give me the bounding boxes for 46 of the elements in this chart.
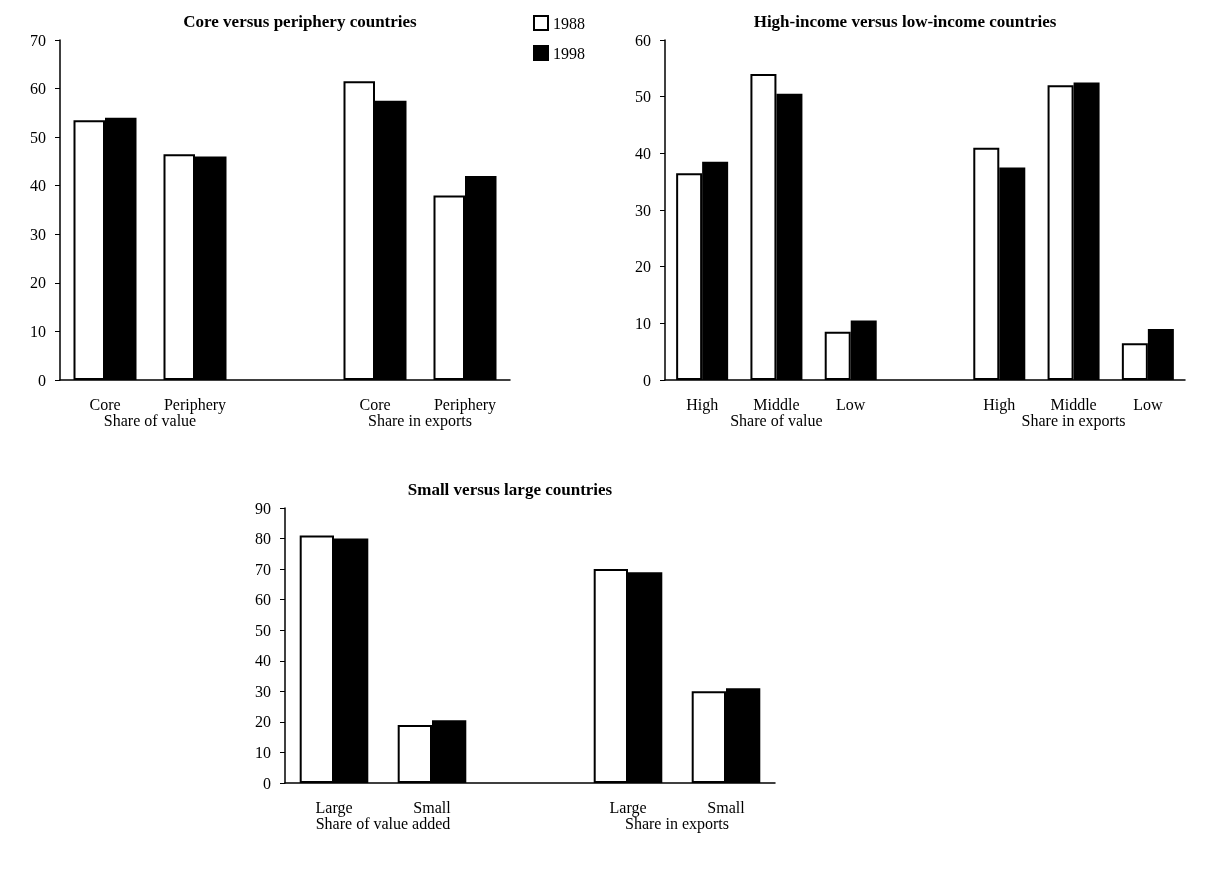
x-tick-label: Large <box>609 798 647 817</box>
y-tick-label: 60 <box>635 31 651 49</box>
y-tick-label: 0 <box>643 371 651 389</box>
x-tick-label: Periphery <box>433 395 497 414</box>
x-tick-label: Low <box>1133 395 1163 413</box>
chart-title: High-income versus low-income countries <box>753 12 1057 31</box>
chart-title: Small versus large countries <box>407 480 613 499</box>
text: Share of value <box>730 411 823 429</box>
legend-label: 1988 <box>553 14 585 32</box>
y-tick-label: 50 <box>635 88 651 106</box>
y-tick-label: 70 <box>30 31 46 49</box>
y-tick-label: 70 <box>255 560 271 578</box>
x-tick-label: Core <box>359 395 391 413</box>
y-tick-label: 20 <box>30 274 46 292</box>
y-tick-label: 30 <box>255 682 271 700</box>
y-tick-label: 40 <box>255 652 271 670</box>
y-tick-label: 20 <box>635 258 651 276</box>
text: Share in exports <box>1021 411 1126 430</box>
x-tick-label: High <box>983 395 1016 414</box>
y-tick-label: 0 <box>38 371 46 389</box>
x-tick-label: Middle <box>753 395 800 413</box>
y-tick-label: 20 <box>255 713 271 731</box>
y-tick-label: 30 <box>635 201 651 219</box>
x-tick-label: High <box>686 395 719 414</box>
y-tick-label: 90 <box>255 499 271 517</box>
chart-title: Core versus periphery countries <box>183 12 418 31</box>
y-tick-label: 0 <box>263 774 271 792</box>
y-tick-label: 40 <box>30 177 46 195</box>
x-tick-label: Small <box>707 798 746 816</box>
y-tick-label: 60 <box>255 591 271 609</box>
x-tick-label: Low <box>836 395 866 413</box>
y-tick-label: 30 <box>30 225 46 243</box>
legend-label: 1998 <box>553 44 585 62</box>
y-tick-label: 50 <box>30 128 46 146</box>
y-tick-label: 60 <box>30 80 46 98</box>
y-tick-label: 10 <box>30 322 46 340</box>
y-tick-label: 40 <box>635 144 651 162</box>
x-tick-label: Small <box>413 798 452 816</box>
x-tick-label: Large <box>315 798 353 817</box>
y-tick-label: 80 <box>255 530 271 548</box>
y-tick-label: 10 <box>255 743 271 761</box>
x-tick-label: Core <box>89 395 121 413</box>
y-tick-label: 50 <box>255 621 271 639</box>
x-tick-label: Periphery <box>163 395 227 414</box>
y-tick-label: 10 <box>635 314 651 332</box>
x-tick-label: Middle <box>1050 395 1097 413</box>
